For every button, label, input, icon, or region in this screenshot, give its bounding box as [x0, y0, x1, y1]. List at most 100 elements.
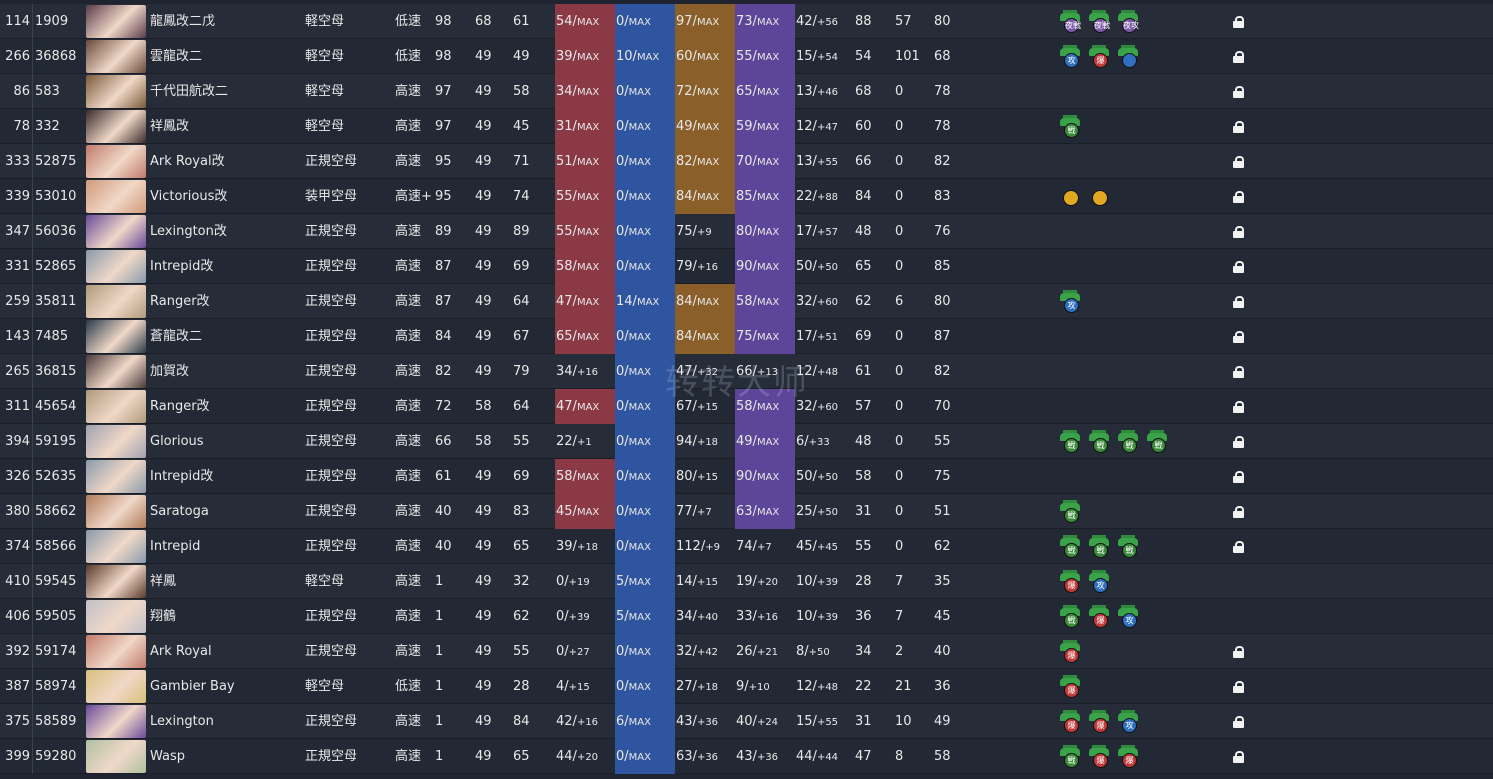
table-row[interactable]: 266 36868 雲龍改二 軽空母 低速 98 49 49 39/MAX 10/MAX 60/MA… — [0, 39, 1493, 74]
ship-avatar[interactable] — [86, 110, 146, 143]
aircraft-icon[interactable]: 戦 — [1060, 114, 1080, 138]
aircraft-icon[interactable]: 攻 — [1118, 709, 1138, 733]
lock-cell[interactable] — [1233, 319, 1251, 354]
lock-cell[interactable] — [1233, 109, 1251, 144]
ship-avatar[interactable] — [86, 565, 146, 598]
ship-avatar[interactable] — [86, 180, 146, 213]
lock-cell[interactable] — [1233, 249, 1251, 284]
lock-cell[interactable] — [1233, 704, 1251, 739]
aircraft-icon[interactable]: 爆 — [1060, 709, 1080, 733]
aircraft-icon[interactable]: 戦 — [1089, 534, 1109, 558]
ship-avatar[interactable] — [86, 460, 146, 493]
table-row[interactable]: 326 52635 Intrepid改 正規空母 高速 61 49 69 58/MAX 0/MAX… — [0, 459, 1493, 494]
aircraft-icon[interactable]: 戦 — [1060, 604, 1080, 628]
aircraft-icon[interactable]: 爆 — [1060, 569, 1080, 593]
aircraft-icon[interactable] — [1118, 44, 1138, 68]
aircraft-icon[interactable]: 爆 — [1089, 709, 1109, 733]
ship-avatar[interactable] — [86, 250, 146, 283]
table-row[interactable]: 265 36815 加賀改 正規空母 高速 82 49 79 34/+16 0/MAX 47/+32… — [0, 354, 1493, 389]
table-row[interactable]: 380 58662 Saratoga 正規空母 高速 40 49 83 45/MAX 0/MAX 7… — [0, 494, 1493, 529]
aircraft-icon[interactable] — [1089, 187, 1109, 207]
aircraft-icon[interactable]: 夜攻 — [1118, 9, 1139, 33]
aircraft-icon[interactable]: 戦 — [1060, 744, 1080, 768]
ship-avatar[interactable] — [86, 495, 146, 528]
lock-cell[interactable] — [1233, 179, 1251, 214]
ship-avatar[interactable] — [86, 425, 146, 458]
aircraft-icon[interactable]: 戦 — [1060, 534, 1080, 558]
lock-cell[interactable] — [1233, 669, 1251, 704]
aircraft-icon[interactable]: 攻 — [1060, 44, 1080, 68]
ship-avatar[interactable] — [86, 145, 146, 178]
ship-avatar[interactable] — [86, 75, 146, 108]
aircraft-icon[interactable]: 戦 — [1147, 429, 1167, 453]
plane-body-icon — [1060, 114, 1080, 126]
ship-avatar[interactable] — [86, 740, 146, 773]
lock-cell[interactable] — [1233, 74, 1251, 109]
table-row[interactable]: 86 583 千代田航改二 軽空母 高速 97 49 58 34/MAX 0/MAX 72/MAX 6… — [0, 74, 1493, 109]
lock-cell[interactable] — [1233, 389, 1251, 424]
lock-cell[interactable] — [1233, 354, 1251, 389]
lock-cell[interactable] — [1233, 494, 1251, 529]
aircraft-icon[interactable]: 爆 — [1060, 639, 1080, 663]
lock-cell[interactable] — [1233, 634, 1251, 669]
aircraft-icon[interactable]: 爆 — [1089, 44, 1109, 68]
aircraft-icon[interactable]: 爆 — [1060, 674, 1080, 698]
aircraft-icon[interactable]: 爆 — [1118, 744, 1138, 768]
aircraft-icon[interactable]: 爆 — [1089, 744, 1109, 768]
ship-avatar[interactable] — [86, 670, 146, 703]
lock-cell[interactable] — [1233, 39, 1251, 74]
table-row[interactable]: 394 59195 Glorious 正規空母 高速 66 58 55 22/+1 0/MAX 94… — [0, 424, 1493, 459]
table-row[interactable]: 259 35811 Ranger改 正規空母 高速 87 49 64 47/MAX 14/MAX 8… — [0, 284, 1493, 319]
table-row[interactable]: 331 52865 Intrepid改 正規空母 高速 87 49 69 58/MAX 0/MAX… — [0, 249, 1493, 284]
aircraft-icon[interactable]: 戦 — [1060, 499, 1080, 523]
table-row[interactable]: 375 58589 Lexington 正規空母 高速 1 49 84 42/+16 6/MAX 4… — [0, 704, 1493, 739]
ship-avatar[interactable] — [86, 5, 146, 38]
table-row[interactable]: 392 59174 Ark Royal 正規空母 高速 1 49 55 0/+27 0/MAX 32… — [0, 634, 1493, 669]
plane-body-icon — [1118, 744, 1138, 756]
lock-cell[interactable] — [1233, 424, 1251, 459]
ship-avatar[interactable] — [86, 215, 146, 248]
lock-cell[interactable] — [1233, 144, 1251, 179]
ship-avatar[interactable] — [86, 285, 146, 318]
aircraft-icon[interactable]: 戦 — [1060, 429, 1080, 453]
ship-avatar[interactable] — [86, 530, 146, 563]
aircraft-icon[interactable]: 夜戦 — [1060, 9, 1081, 33]
table-row[interactable]: 387 58974 Gambier Bay 軽空母 低速 1 49 28 4/+15 0/MAX 2… — [0, 669, 1493, 704]
lock-cell[interactable] — [1233, 739, 1251, 774]
lock-cell[interactable] — [1233, 459, 1251, 494]
lock-cell[interactable] — [1233, 599, 1251, 634]
luck-separator: / — [812, 364, 817, 379]
aircraft-icon[interactable]: 戦 — [1118, 534, 1138, 558]
aircraft-icon[interactable]: 戦 — [1118, 429, 1138, 453]
table-row[interactable]: 78 332 祥鳳改 軽空母 高速 97 49 45 31/MAX 0/MAX 49/MAX 59/M… — [0, 109, 1493, 144]
aircraft-icon[interactable]: 攻 — [1060, 289, 1080, 313]
ship-avatar[interactable] — [86, 705, 146, 738]
aircraft-icon[interactable]: 爆 — [1089, 604, 1109, 628]
table-row[interactable]: 311 45654 Ranger改 正規空母 高速 72 58 64 47/MAX 0/MAX 67… — [0, 389, 1493, 424]
table-row[interactable]: 143 7485 蒼龍改二 正規空母 高速 84 49 67 65/MAX 0/MAX 84/MAX… — [0, 319, 1493, 354]
ship-avatar[interactable] — [86, 320, 146, 353]
aircraft-icon[interactable] — [1060, 187, 1080, 207]
lock-cell[interactable] — [1233, 214, 1251, 249]
ship-avatar[interactable] — [86, 390, 146, 423]
table-row[interactable]: 347 56036 Lexington改 正規空母 高速 89 49 89 55/MAX 0/MA… — [0, 214, 1493, 249]
ship-avatar[interactable] — [86, 40, 146, 73]
table-row[interactable]: 406 59505 翔鶴 正規空母 高速 1 49 62 0/+39 5/MAX 34/+40 33/… — [0, 599, 1493, 634]
table-row[interactable]: 333 52875 Ark Royal改 正規空母 高速 95 49 71 51/MAX 0/MA… — [0, 144, 1493, 179]
aircraft-icon[interactable]: 戦 — [1089, 429, 1109, 453]
lock-cell[interactable] — [1233, 564, 1251, 599]
lock-cell[interactable] — [1233, 529, 1251, 564]
aircraft-icon[interactable]: 攻 — [1089, 569, 1109, 593]
ship-avatar[interactable] — [86, 600, 146, 633]
aircraft-icon[interactable]: 攻 — [1118, 604, 1138, 628]
lock-cell[interactable] — [1233, 4, 1251, 39]
ship-avatar[interactable] — [86, 355, 146, 388]
lock-cell[interactable] — [1233, 284, 1251, 319]
table-row[interactable]: 374 58566 Intrepid 正規空母 高速 40 49 65 39/+18 0/MAX 1… — [0, 529, 1493, 564]
table-row[interactable]: 399 59280 Wasp 正規空母 高速 1 49 65 44/+20 0/MAX 63/+36… — [0, 739, 1493, 774]
aircraft-icon[interactable]: 夜戦 — [1089, 9, 1110, 33]
table-row[interactable]: 114 1909 龍鳳改二戊 軽空母 低速 98 68 61 54/MAX 0/MAX 97/MAX… — [0, 4, 1493, 39]
table-row[interactable]: 410 59545 祥鳳 軽空母 高速 1 49 32 0/+19 5/MAX 14/+15 19/+… — [0, 564, 1493, 599]
table-row[interactable]: 339 53010 Victorious改 装甲空母 高速+ 95 49 74 55/MAX 0/… — [0, 179, 1493, 214]
ship-avatar[interactable] — [86, 635, 146, 668]
